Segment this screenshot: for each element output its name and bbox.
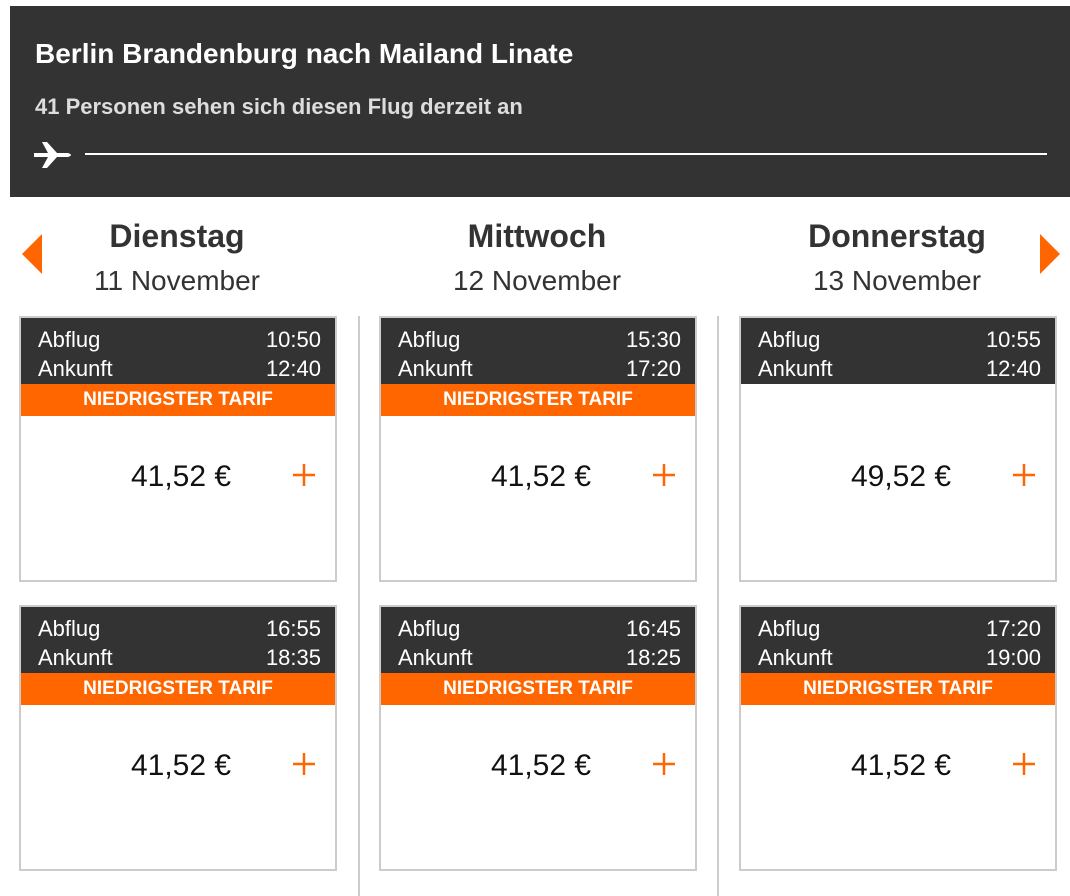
fare-badge: NIEDRIGSTER TARIF <box>741 673 1055 705</box>
flight-card[interactable]: Abflug 16:55 Ankunft 18:35 NIEDRIGSTER TARIF… <box>19 605 337 871</box>
title: Berlin Brandenburg nach Mailand Linate <box>35 38 574 69</box>
add-button[interactable] <box>1012 752 1036 776</box>
separator <box>358 316 360 896</box>
flight-times: Abflug 15:30 Ankunft 17:20 <box>381 318 695 384</box>
arrival-label: Ankunft <box>38 356 113 381</box>
departure-time: 17:20 <box>985 616 1041 641</box>
departure-label: Abflug <box>398 616 461 641</box>
price: 41,52 € <box>130 749 232 782</box>
add-button[interactable] <box>1012 463 1036 487</box>
departure-time: 16:55 <box>265 616 321 641</box>
fare-badge: NIEDRIGSTER TARIF <box>381 384 695 416</box>
route-line <box>85 153 1047 155</box>
flight-card[interactable]: Abflug 16:45 Ankunft 18:25 NIEDRIGSTER TARIF… <box>379 605 697 871</box>
flight-card[interactable]: Abflug 10:55 Ankunft 12:40 49,52 € <box>739 316 1057 582</box>
add-button[interactable] <box>652 752 676 776</box>
header: Berlin Brandenburg nach Mailand Linate 4… <box>10 6 1070 197</box>
departure-label: Abflug <box>398 327 461 352</box>
departure-label: Abflug <box>758 327 821 352</box>
price: 49,52 € <box>850 460 952 493</box>
departure-time: 16:45 <box>625 616 681 641</box>
arrival-label: Ankunft <box>758 356 833 381</box>
flight-times: Abflug 10:55 Ankunft 12:40 <box>741 318 1055 384</box>
arrival-label: Ankunft <box>398 356 473 381</box>
arrival-label: Ankunft <box>758 645 833 670</box>
next-arrow[interactable] <box>1038 234 1062 274</box>
arrival-time: 18:25 <box>625 645 681 670</box>
subtitle: 41 Personen sehen sich diesen Flug derze… <box>35 94 523 119</box>
arrival-time: 19:00 <box>985 645 1041 670</box>
departure-label: Abflug <box>38 327 101 352</box>
departure-time: 15:30 <box>625 327 681 352</box>
arrival-time: 18:35 <box>265 645 321 670</box>
flight-times: Abflug 17:20 Ankunft 19:00 <box>741 607 1055 673</box>
day-name: Mittwoch <box>467 218 607 254</box>
departure-time: 10:55 <box>985 327 1041 352</box>
day-name: Dienstag <box>109 218 245 254</box>
plane-icon <box>34 142 71 168</box>
arrival-time: 12:40 <box>985 356 1041 381</box>
day-date: 11 November <box>93 265 260 296</box>
arrival-time: 17:20 <box>625 356 681 381</box>
day-date: 12 November <box>452 265 622 296</box>
add-button[interactable] <box>652 463 676 487</box>
fare-badge: NIEDRIGSTER TARIF <box>381 673 695 705</box>
arrival-time: 12:40 <box>265 356 321 381</box>
flight-card[interactable]: Abflug 15:30 Ankunft 17:20 NIEDRIGSTER TARIF… <box>379 316 697 582</box>
departure-time: 10:50 <box>265 327 321 352</box>
fare-badge: NIEDRIGSTER TARIF <box>21 673 335 705</box>
arrival-label: Ankunft <box>398 645 473 670</box>
prev-arrow[interactable] <box>20 234 44 274</box>
flight-card[interactable]: Abflug 17:20 Ankunft 19:00 NIEDRIGSTER TARIF… <box>739 605 1057 871</box>
price: 41,52 € <box>490 460 592 493</box>
add-button[interactable] <box>292 463 316 487</box>
flight-times: Abflug 10:50 Ankunft 12:40 <box>21 318 335 384</box>
price: 41,52 € <box>850 749 952 782</box>
departure-label: Abflug <box>38 616 101 641</box>
fare-badge: NIEDRIGSTER TARIF <box>21 384 335 416</box>
add-button[interactable] <box>292 752 316 776</box>
day-date: 13 November <box>812 265 982 296</box>
flight-times: Abflug 16:55 Ankunft 18:35 <box>21 607 335 673</box>
departure-label: Abflug <box>758 616 821 641</box>
separator <box>717 316 719 896</box>
flight-card[interactable]: Abflug 10:50 Ankunft 12:40 NIEDRIGSTER TARIF… <box>19 316 337 582</box>
arrival-label: Ankunft <box>38 645 113 670</box>
day-name: Donnerstag <box>808 218 986 254</box>
price: 41,52 € <box>490 749 592 782</box>
price: 41,52 € <box>130 460 232 493</box>
flight-times: Abflug 16:45 Ankunft 18:25 <box>381 607 695 673</box>
